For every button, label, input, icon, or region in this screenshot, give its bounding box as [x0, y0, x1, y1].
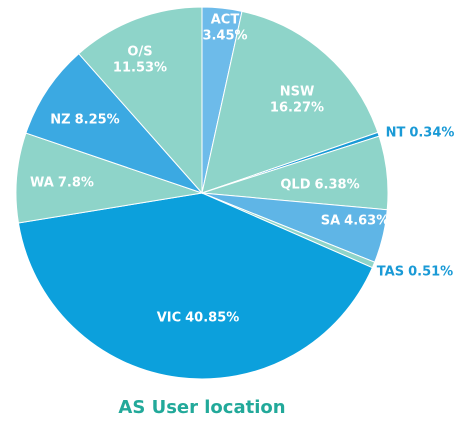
pie-slice: [78, 6, 203, 195]
chart-title: AS User location: [118, 397, 285, 418]
slice-value-label: 6.38%: [315, 178, 360, 193]
slice-value-label: 3.45%: [202, 29, 247, 44]
slice-label: NSW: [280, 85, 315, 100]
pie-slice: [25, 52, 204, 195]
slice-value-label: 4.63%: [344, 214, 389, 229]
slice-label: NZ: [50, 113, 70, 128]
slice-label: O/S: [127, 45, 152, 60]
slice-value-label: 11.53%: [113, 61, 167, 76]
slice-label: NT: [386, 126, 406, 141]
slice-label: TAS: [377, 265, 404, 280]
slice-value-label: 16.27%: [270, 101, 324, 116]
slice-label: QLD: [280, 178, 310, 193]
pie-slice: [201, 10, 379, 194]
slice-value-label: 8.25%: [75, 113, 120, 128]
slice-label: VIC: [157, 311, 181, 326]
slice-label: ACT: [211, 13, 240, 28]
slice-value-label: 0.51%: [408, 265, 453, 280]
pie-slice: [17, 192, 374, 380]
slice-label: SA: [321, 214, 340, 229]
slice-value-label: 0.34%: [409, 126, 454, 141]
slice-value-label: 7.8%: [58, 176, 94, 191]
pie-slice: [15, 132, 203, 224]
slice-label: WA: [30, 176, 54, 191]
slice-value-label: 40.85%: [185, 311, 239, 326]
